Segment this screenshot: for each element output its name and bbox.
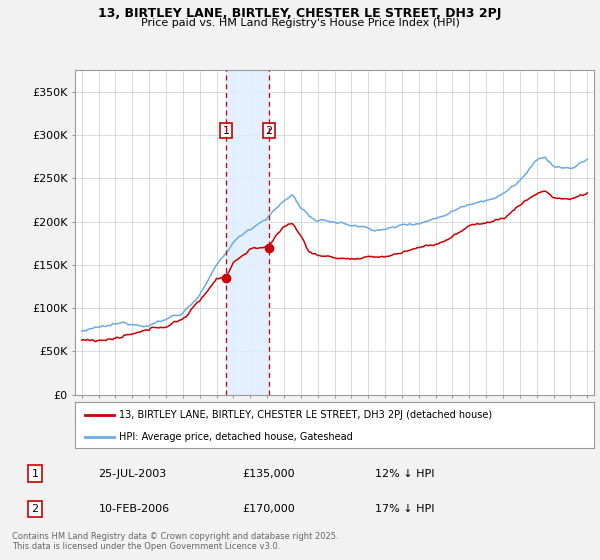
Text: 13, BIRTLEY LANE, BIRTLEY, CHESTER LE STREET, DH3 2PJ: 13, BIRTLEY LANE, BIRTLEY, CHESTER LE ST… (98, 7, 502, 20)
Text: 2: 2 (31, 504, 38, 514)
Text: £170,000: £170,000 (242, 504, 295, 514)
Text: 13, BIRTLEY LANE, BIRTLEY, CHESTER LE STREET, DH3 2PJ (detached house): 13, BIRTLEY LANE, BIRTLEY, CHESTER LE ST… (119, 410, 492, 420)
Text: 10-FEB-2006: 10-FEB-2006 (98, 504, 170, 514)
Text: 1: 1 (32, 469, 38, 479)
Text: 2: 2 (266, 125, 272, 136)
Text: 25-JUL-2003: 25-JUL-2003 (98, 469, 167, 479)
Text: 17% ↓ HPI: 17% ↓ HPI (375, 504, 434, 514)
Text: £135,000: £135,000 (242, 469, 295, 479)
Text: HPI: Average price, detached house, Gateshead: HPI: Average price, detached house, Gate… (119, 432, 353, 441)
Bar (226, 70, 269, 395)
Text: 12% ↓ HPI: 12% ↓ HPI (375, 469, 434, 479)
Text: Contains HM Land Registry data © Crown copyright and database right 2025.
This d: Contains HM Land Registry data © Crown c… (12, 532, 338, 552)
Text: Price paid vs. HM Land Registry's House Price Index (HPI): Price paid vs. HM Land Registry's House … (140, 18, 460, 28)
Text: 1: 1 (223, 125, 229, 136)
